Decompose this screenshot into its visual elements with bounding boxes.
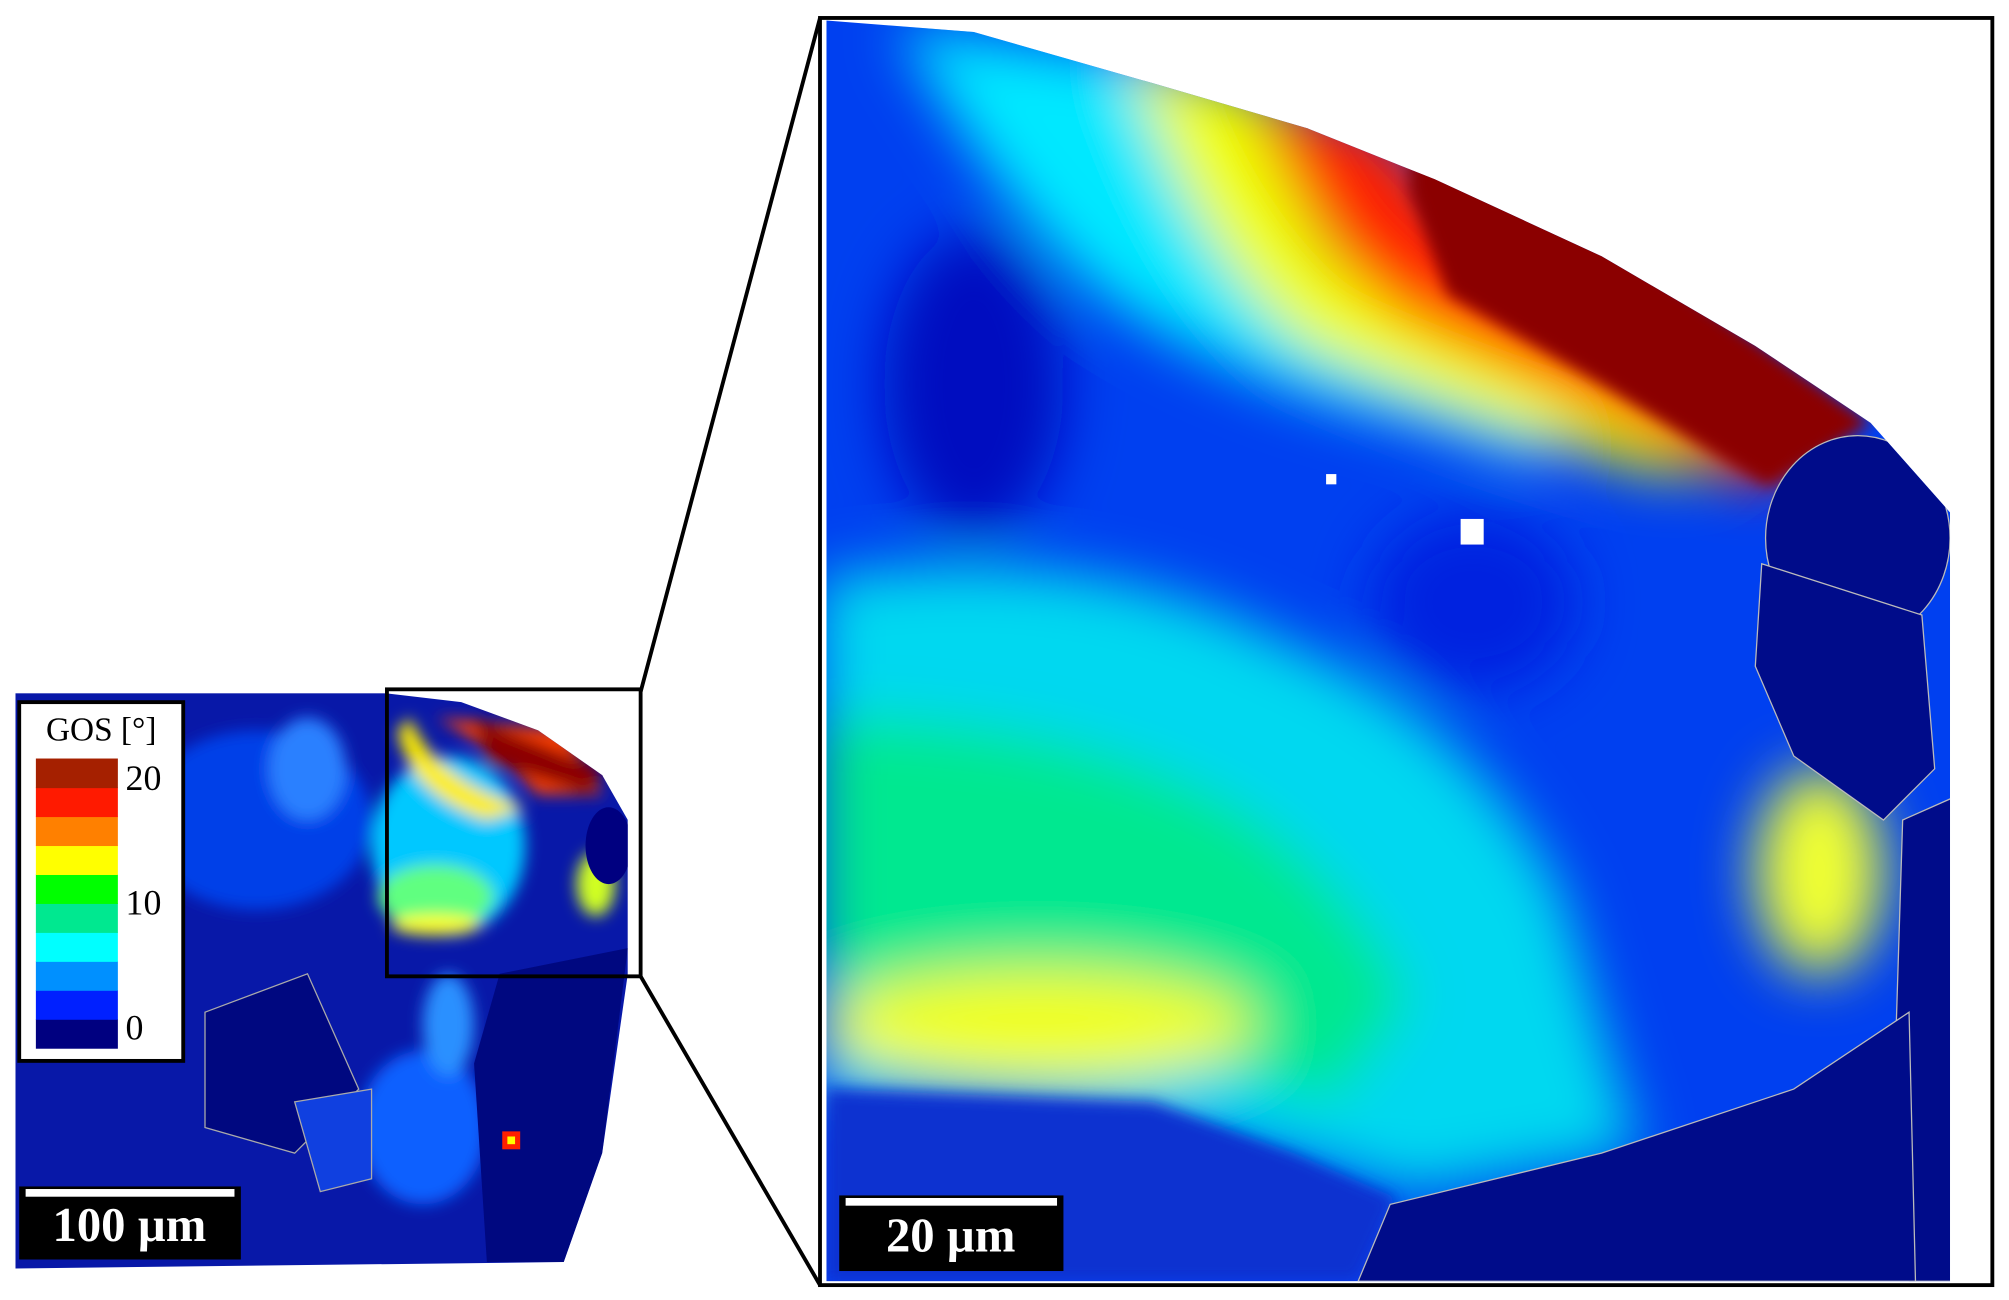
legend-tick-label: 20	[126, 758, 162, 798]
connector	[638, 17, 822, 693]
legend-swatch	[35, 758, 118, 789]
scale-bar-bg	[839, 1195, 1064, 1272]
legend: 0 10 20	[35, 758, 162, 1049]
scale-bar-label: 100 µm	[53, 1198, 207, 1252]
legend-tick-label: 10	[126, 883, 162, 923]
scale-bar-label: 20 µm	[886, 1208, 1015, 1262]
legend-swatch	[35, 787, 118, 818]
legend-swatch	[35, 961, 118, 991]
connector	[638, 975, 822, 1287]
legend-swatch	[35, 990, 118, 1020]
legend-title: GOS [°]	[46, 712, 156, 749]
scale-bar	[25, 1189, 235, 1197]
legend-swatch	[35, 845, 118, 875]
legend-tick-label: 0	[126, 1008, 144, 1048]
overview-map	[15, 693, 628, 1269]
legend-swatch	[35, 1019, 118, 1049]
legend-swatch	[35, 932, 118, 962]
inset-box	[385, 687, 643, 979]
legend-swatch	[35, 874, 118, 904]
scale-bar-bg	[19, 1186, 241, 1260]
legend-swatch	[35, 903, 118, 933]
detail-map	[826, 20, 1951, 1282]
legend-swatch	[35, 816, 118, 847]
detail-frame	[818, 16, 1995, 1288]
scale-bar	[845, 1197, 1058, 1206]
